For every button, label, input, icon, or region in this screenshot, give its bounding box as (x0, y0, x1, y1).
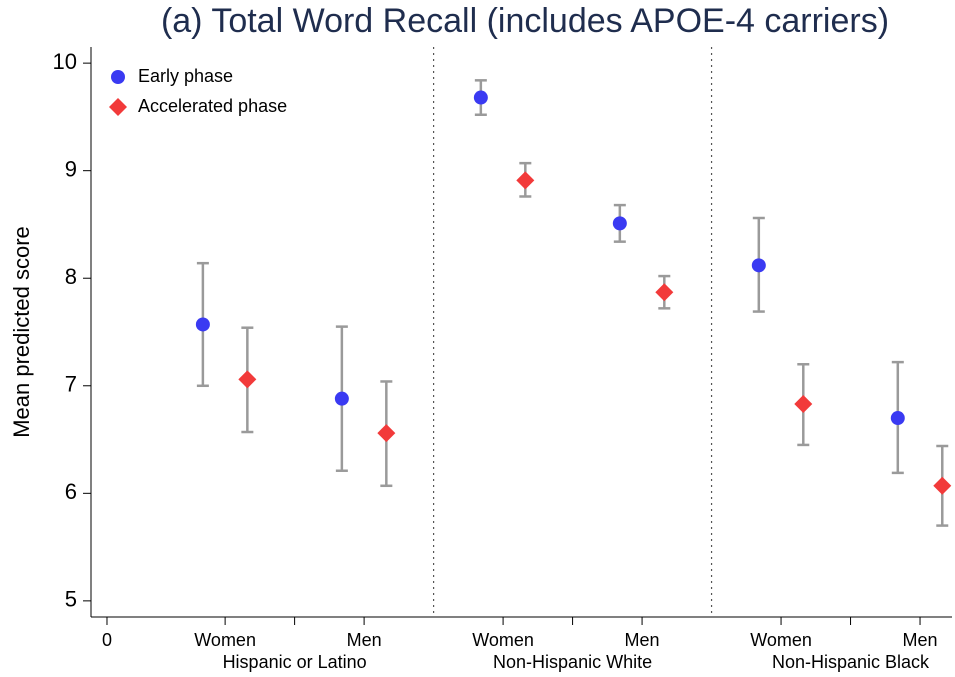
y-tick-label: 6 (65, 479, 77, 504)
point (751, 258, 766, 273)
x-tick-label: Men (903, 630, 938, 650)
x-tick-label: Women (194, 630, 256, 650)
point (195, 317, 210, 332)
point (473, 90, 488, 105)
point (933, 476, 952, 495)
point (516, 171, 535, 190)
legend-marker (111, 70, 125, 84)
y-tick-label: 7 (65, 372, 77, 397)
legend-label: Early phase (138, 66, 233, 86)
y-tick-label: 8 (65, 264, 77, 289)
legend-marker (109, 98, 127, 116)
chart-title: (a) Total Word Recall (includes APOE-4 c… (161, 2, 889, 40)
point (794, 395, 813, 414)
x-tick-label: Men (347, 630, 382, 650)
x-tick-label: Men (625, 630, 660, 650)
point (377, 424, 396, 443)
x-tick-label: Women (750, 630, 812, 650)
point (612, 216, 627, 231)
y-axis-label: Mean predicted score (9, 226, 34, 438)
y-tick-label: 5 (65, 587, 77, 612)
x-tick-label: Women (472, 630, 534, 650)
legend-label: Accelerated phase (138, 96, 287, 116)
point (334, 391, 349, 406)
group-label: Hispanic or Latino (223, 652, 367, 672)
x-tick-label: 0 (102, 630, 112, 650)
point (655, 283, 674, 302)
point (890, 411, 905, 426)
group-label: Non-Hispanic Black (772, 652, 930, 672)
group-label: Non-Hispanic White (493, 652, 652, 672)
point (238, 370, 257, 389)
y-tick-label: 9 (65, 156, 77, 181)
y-tick-label: 10 (53, 49, 77, 74)
